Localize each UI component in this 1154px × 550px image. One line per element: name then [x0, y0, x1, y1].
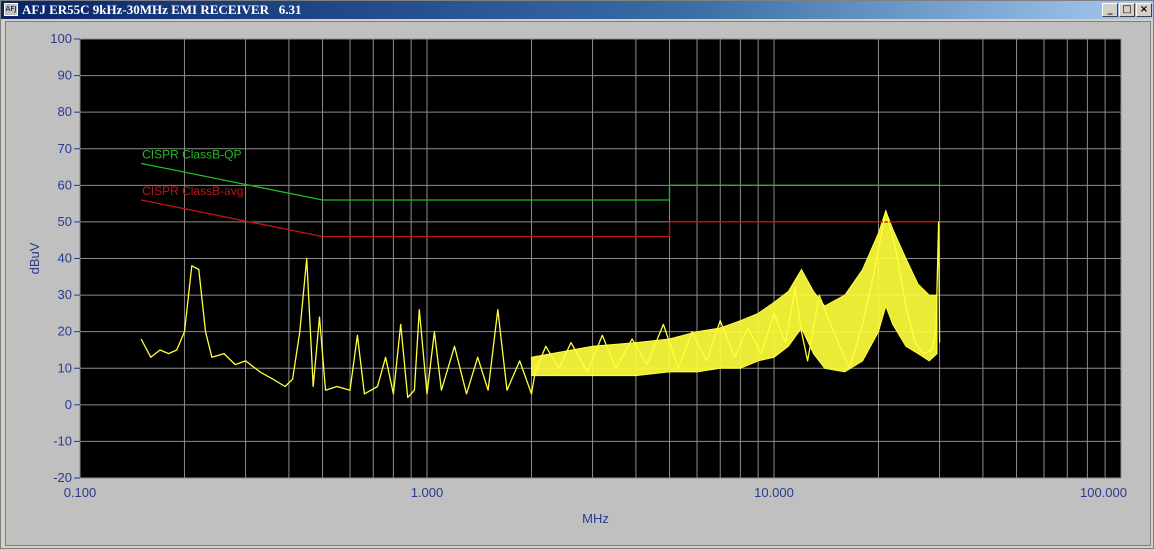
y-tick-label: 20 [58, 324, 72, 339]
y-tick-label: 80 [58, 104, 72, 119]
y-tick-label: 50 [58, 214, 72, 229]
y-tick-label: 70 [58, 141, 72, 156]
trace-envelope-band [531, 209, 938, 377]
y-tick-label: -10 [53, 433, 72, 448]
y-tick-label: -20 [53, 470, 72, 485]
qp-limit-line [140, 162, 940, 201]
x-tick-label: 10.000 [754, 485, 794, 500]
y-axis-title: dBuV [27, 242, 42, 274]
y-tick-label: 60 [58, 177, 72, 192]
maximize-button[interactable]: □ [1119, 3, 1135, 17]
y-tick-label: 90 [58, 68, 72, 83]
grid-lines [79, 38, 1122, 479]
close-button[interactable]: × [1136, 3, 1152, 17]
y-tick-label: 10 [58, 360, 72, 375]
x-tick-label: 0.100 [64, 485, 97, 500]
x-axis-title: MHz [582, 511, 609, 526]
minimize-button[interactable]: _ [1102, 3, 1118, 17]
y-tick-label: 40 [58, 251, 72, 266]
app-icon[interactable]: AFJ [4, 3, 18, 16]
title-bar[interactable]: AFJ AFJ ER55C 9kHz-30MHz EMI RECEIVER 6.… [1, 1, 1153, 19]
avg-limit-label: CISPR ClassB-avg [142, 184, 243, 198]
measurement-trace [140, 210, 941, 399]
trace-envelope [531, 209, 938, 377]
qp-limit-label: CISPR ClassB-QP [142, 147, 241, 161]
y-tick-label: 30 [58, 287, 72, 302]
avg-limit-line [140, 199, 940, 238]
trace-line [140, 210, 941, 399]
limit-lines: CISPR ClassB-QP CISPR ClassB-avg [140, 147, 940, 238]
y-tick-label: 100 [50, 31, 72, 46]
x-tick-label: 1.000 [411, 485, 444, 500]
window-title: AFJ ER55C 9kHz-30MHz EMI RECEIVER 6.31 [22, 2, 302, 17]
y-tick-label: 0 [65, 397, 72, 412]
x-tick-labels: 0.100 1.000 10.000 100.000 [64, 485, 1127, 500]
x-tick-label: 100.000 [1080, 485, 1127, 500]
